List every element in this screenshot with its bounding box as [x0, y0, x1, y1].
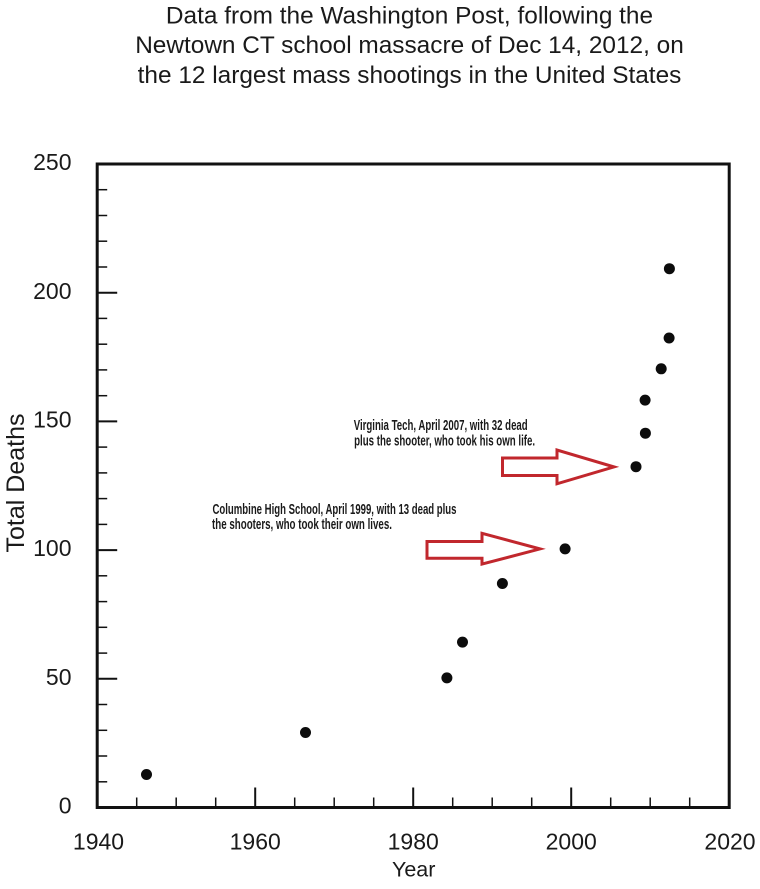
svg-text:Virginia Tech, April 2007, wit: Virginia Tech, April 2007, with 32 dead	[354, 418, 528, 434]
svg-text:250: 250	[33, 149, 71, 175]
svg-text:Total Deaths: Total Deaths	[2, 414, 30, 553]
svg-text:the 12 largest mass shootings: the 12 largest mass shootings in the Uni…	[138, 62, 682, 89]
svg-text:1980: 1980	[388, 829, 439, 855]
svg-text:Columbine High School, April 1: Columbine High School, April 1999, with …	[213, 502, 457, 518]
svg-text:Newtown CT school massacre of: Newtown CT school massacre of Dec 14, 20…	[135, 32, 684, 59]
svg-text:2020: 2020	[704, 829, 755, 855]
svg-text:150: 150	[33, 407, 71, 433]
svg-text:plus the shooter, who took his: plus the shooter, who took his own life.	[354, 433, 535, 449]
svg-text:100: 100	[33, 535, 71, 561]
svg-text:1960: 1960	[230, 829, 281, 855]
svg-text:1940: 1940	[73, 829, 124, 855]
svg-text:50: 50	[46, 664, 72, 690]
svg-text:Year: Year	[392, 857, 435, 881]
svg-text:the shooters, who took their o: the shooters, who took their own lives.	[212, 517, 392, 533]
svg-text:200: 200	[33, 278, 71, 304]
svg-text:0: 0	[59, 793, 72, 819]
svg-text:2000: 2000	[546, 829, 597, 855]
svg-text:Data from the Washington Post,: Data from the Washington Post, following…	[166, 3, 653, 30]
